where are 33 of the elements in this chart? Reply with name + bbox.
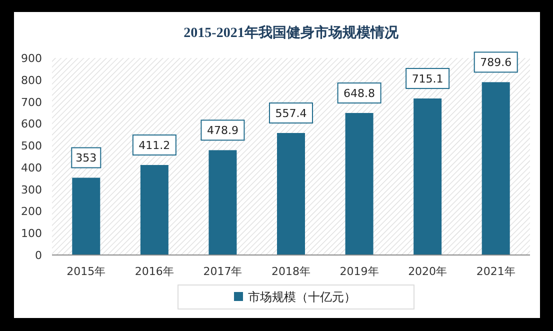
data-label: 478.9 bbox=[206, 124, 238, 138]
legend-label: 市场规模（十亿元） bbox=[248, 290, 356, 304]
data-label: 557.4 bbox=[275, 106, 307, 120]
bar bbox=[208, 150, 237, 255]
y-tick-label: 300 bbox=[21, 183, 42, 196]
data-label: 648.8 bbox=[344, 86, 376, 100]
chart-title: 2015-2021年我国健身市场规模情况 bbox=[184, 24, 400, 41]
x-tick-label: 2016年 bbox=[134, 265, 174, 278]
data-label: 411.2 bbox=[138, 138, 170, 152]
bar bbox=[277, 132, 305, 255]
y-tick-label: 500 bbox=[21, 140, 42, 153]
bar bbox=[72, 178, 100, 255]
x-tick-label: 2017年 bbox=[203, 265, 242, 278]
bar bbox=[140, 164, 168, 255]
y-tick-label: 800 bbox=[21, 74, 42, 87]
bar bbox=[414, 98, 442, 255]
y-tick-label: 200 bbox=[21, 205, 42, 218]
data-label: 789.6 bbox=[480, 56, 512, 70]
x-tick-label: 2021年 bbox=[476, 265, 516, 278]
x-tick-label: 2018年 bbox=[272, 265, 310, 278]
y-tick-label: 0 bbox=[35, 249, 42, 262]
data-label: 353 bbox=[76, 152, 97, 165]
y-tick-label: 700 bbox=[21, 96, 42, 109]
x-tick-label: 2019年 bbox=[340, 265, 379, 278]
y-tick-label: 400 bbox=[21, 161, 42, 174]
x-tick-label: 2015年 bbox=[66, 265, 106, 278]
y-tick-label: 600 bbox=[21, 118, 42, 131]
x-tick-label: 2020年 bbox=[408, 265, 448, 278]
y-tick-label: 100 bbox=[21, 227, 42, 240]
y-tick-label: 900 bbox=[21, 52, 42, 65]
bar bbox=[345, 112, 374, 255]
bar bbox=[482, 82, 510, 255]
data-label: 715.1 bbox=[412, 72, 444, 86]
